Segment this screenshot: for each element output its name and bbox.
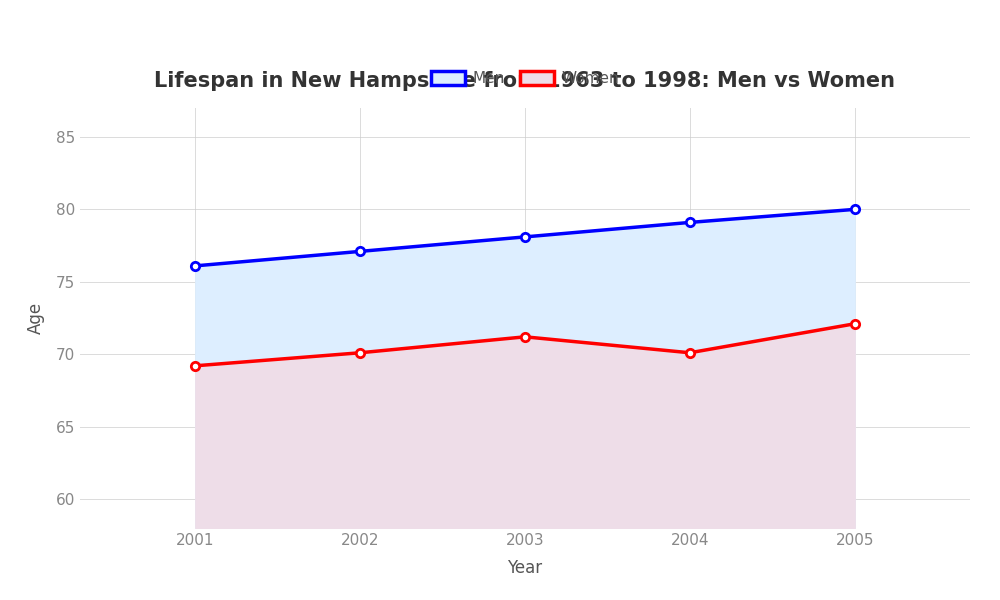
- Legend: Men, Women: Men, Women: [425, 65, 625, 92]
- Title: Lifespan in New Hampshire from 1963 to 1998: Men vs Women: Lifespan in New Hampshire from 1963 to 1…: [154, 71, 896, 91]
- Y-axis label: Age: Age: [27, 302, 45, 334]
- X-axis label: Year: Year: [507, 559, 543, 577]
